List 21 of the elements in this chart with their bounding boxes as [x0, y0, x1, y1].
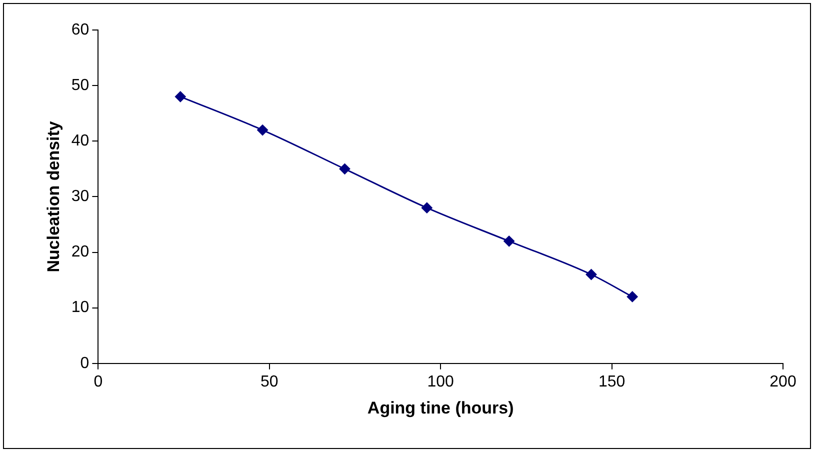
x-axis-title: Aging tine (hours): [367, 398, 514, 418]
x-tick-label: 50: [260, 373, 278, 390]
x-tick-label: 150: [598, 373, 626, 390]
y-tick-label: 10: [71, 299, 90, 316]
y-tick-label: 50: [71, 76, 90, 94]
y-axis-title: Nucleation density: [44, 120, 63, 272]
point: [421, 202, 432, 214]
x-tick-label: 200: [770, 373, 796, 390]
point: [174, 91, 186, 102]
y-tick-label: 20: [71, 244, 90, 261]
y-tick-label: 30: [71, 188, 90, 206]
point: [586, 268, 597, 280]
y-tick-label: 60: [71, 21, 90, 38]
point: [504, 236, 515, 247]
point: [339, 163, 350, 174]
point: [626, 291, 638, 302]
y-tick-label: 40: [71, 132, 90, 150]
x-tick-label: 100: [427, 373, 454, 390]
y-tick-label: 0: [80, 354, 90, 372]
x-tick-label: 0: [94, 373, 103, 390]
point: [257, 124, 268, 136]
